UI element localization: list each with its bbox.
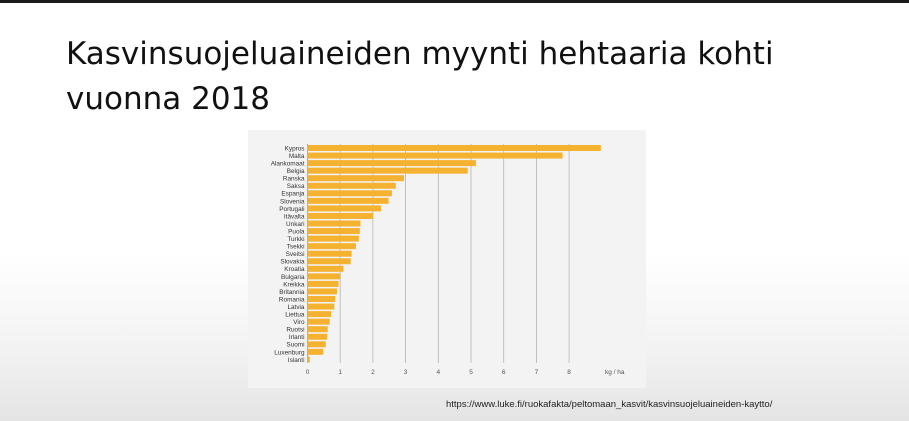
bar-chart: KyprosMaltaAlankomaatBelgiaRanskaSaksaEs… <box>271 144 625 376</box>
category-label-kroatia: Kroatia <box>284 266 305 273</box>
bar-suomi <box>307 341 326 348</box>
category-label-turkki: Turkki <box>287 236 304 243</box>
bar-alankomaat <box>307 160 476 167</box>
bar-ruotsi <box>307 326 328 333</box>
x-axis-label: kg / ha <box>605 369 625 376</box>
category-label-malta: Malta <box>289 153 305 160</box>
category-label-saksa: Saksa <box>287 183 305 190</box>
category-label-viro: Viro <box>293 319 305 326</box>
x-tick-label: 3 <box>404 369 408 376</box>
bar-portugali <box>307 205 382 212</box>
bar-kreikka <box>307 280 339 287</box>
category-label-islanti: Islanti <box>288 357 305 364</box>
x-tick-label: 7 <box>535 369 539 376</box>
category-label-ruotsi: Ruotsi <box>286 327 304 334</box>
category-label-belgia: Belgia <box>287 168 305 175</box>
source-link[interactable]: https://www.luke.fi/ruokafakta/peltomaan… <box>446 399 773 410</box>
category-label-suomi: Suomi <box>286 342 304 349</box>
category-label-ranska: Ranska <box>283 176 305 183</box>
top-border <box>0 0 909 3</box>
x-tick-label: 2 <box>371 369 375 376</box>
category-label-liettua: Liettua <box>285 312 305 319</box>
bar-turkki <box>307 235 359 242</box>
category-label-puola: Puola <box>288 228 305 235</box>
category-label-slovenia: Slovenia <box>280 198 305 205</box>
category-label-sveitsi: Sveitsi <box>286 251 305 258</box>
category-label-unkari: Unkari <box>286 221 304 228</box>
category-label-alankomaat: Alankomaat <box>271 161 305 168</box>
x-tick-label: 4 <box>436 369 440 376</box>
x-tick-labels: 0 1 2 3 4 5 6 7 8 <box>306 369 572 376</box>
category-label-kreikka: Kreikka <box>283 281 305 288</box>
bar-espanja <box>307 190 392 197</box>
bar-luxenburg <box>307 348 324 355</box>
x-tick-label: 5 <box>469 369 473 376</box>
category-label-irlanti: Irlanti <box>289 334 305 341</box>
category-label-bulgaria: Bulgaria <box>281 274 305 281</box>
x-tick-label: 0 <box>306 369 310 376</box>
bar-sveitsi <box>307 250 352 257</box>
bar-slovakia <box>307 258 351 265</box>
bar-viro <box>307 318 330 325</box>
bar-kypros <box>307 145 601 151</box>
category-labels: KyprosMaltaAlankomaatBelgiaRanskaSaksaEs… <box>271 145 305 363</box>
category-label-romania: Romania <box>279 296 305 303</box>
bar-belgia <box>307 167 468 174</box>
bar-saksa <box>307 182 396 189</box>
slide-title: Kasvinsuojeluaineiden myynti hehtaaria k… <box>66 32 886 122</box>
bar-malta <box>307 152 563 159</box>
title-line-2: vuonna 2018 <box>66 81 270 117</box>
bar-irlanti <box>307 333 328 340</box>
bar-slovenia <box>307 197 389 204</box>
category-label-britannia: Britannia <box>279 289 305 296</box>
category-label-tsekki: Tsekki <box>287 244 305 251</box>
category-label-itävalta: Itävalta <box>284 213 305 220</box>
bar-latvia <box>307 303 335 310</box>
category-label-espanja: Espanja <box>281 191 305 198</box>
chart-panel: Kypros Malta Alankomaat Belgia Ranska Saksa Es… <box>248 130 646 388</box>
bar-ranska <box>307 175 404 182</box>
category-label-luxenburg: Luxenburg <box>274 349 305 356</box>
bar-puola <box>307 228 360 235</box>
bar-kroatia <box>307 265 344 272</box>
title-line-1: Kasvinsuojeluaineiden myynti hehtaaria k… <box>66 36 774 72</box>
bar-itävalta <box>307 212 373 219</box>
bar-romania <box>307 296 336 302</box>
bar-tsekki <box>307 243 356 250</box>
category-label-latvia: Latvia <box>287 304 304 311</box>
x-tick-label: 8 <box>567 369 571 376</box>
bar-islanti <box>307 356 310 363</box>
bar-liettua <box>307 311 332 318</box>
bars <box>307 145 601 363</box>
category-label-slovakia: Slovakia <box>280 259 305 266</box>
bar-britannia <box>307 288 337 295</box>
x-tick-label: 6 <box>502 369 506 376</box>
bar-unkari <box>307 220 361 227</box>
category-label-kypros: Kypros <box>285 145 305 152</box>
x-tick-label: 1 <box>338 369 342 376</box>
bar-bulgaria <box>307 273 341 280</box>
category-label-portugali: Portugali <box>279 206 304 213</box>
